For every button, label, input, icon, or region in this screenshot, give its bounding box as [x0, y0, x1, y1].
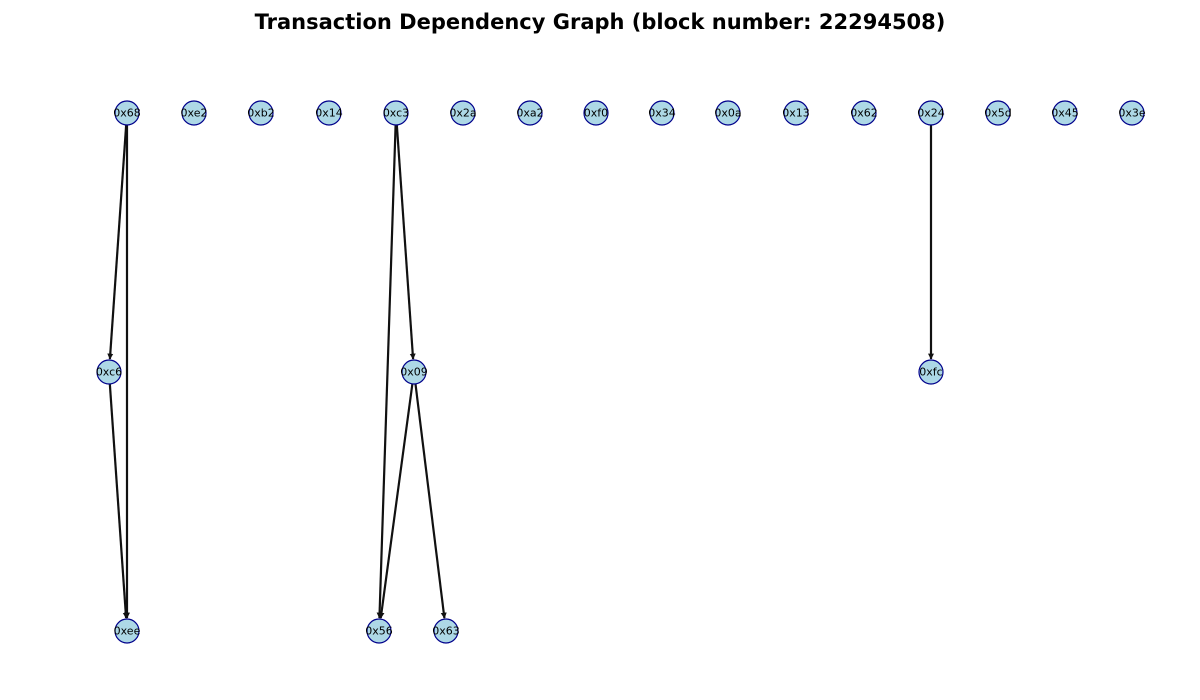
- node-circle[interactable]: [517, 100, 543, 126]
- edge-0x09-to-0x56: [378, 383, 414, 619]
- node-label: 0x34: [648, 107, 676, 120]
- node-label: 0x62: [850, 107, 878, 120]
- node-label: 0xf0: [584, 107, 608, 120]
- node-circle[interactable]: [383, 100, 409, 126]
- node-0x62[interactable]: 0x62: [850, 100, 878, 126]
- node-label: 0xfc: [919, 366, 942, 379]
- node-circle[interactable]: [715, 100, 741, 126]
- node-label: 0xc3: [383, 107, 409, 120]
- node-0x13[interactable]: 0x13: [782, 100, 810, 126]
- node-circle[interactable]: [181, 100, 207, 126]
- node-label: 0xee: [114, 625, 141, 638]
- node-circle[interactable]: [366, 618, 392, 644]
- node-circle[interactable]: [248, 100, 274, 126]
- node-circle[interactable]: [96, 359, 122, 385]
- node-0x0a[interactable]: 0x0a: [714, 100, 742, 126]
- nodes-layer: 0x68 0xe2 0xb2 0x14 0xc3 0x2a 0xa2 0xf0 0x34 0x0a…: [96, 100, 1146, 644]
- node-0xfc[interactable]: 0xfc: [918, 359, 944, 385]
- node-0x2a[interactable]: 0x2a: [449, 100, 477, 126]
- node-label: 0x24: [917, 107, 945, 120]
- node-circle[interactable]: [433, 618, 459, 644]
- node-circle[interactable]: [851, 100, 877, 126]
- node-label: 0x45: [1051, 107, 1079, 120]
- node-label: 0x68: [113, 107, 141, 120]
- node-label: 0x3e: [1118, 107, 1146, 120]
- node-label: 0x14: [315, 107, 343, 120]
- node-0x09[interactable]: 0x09: [400, 359, 428, 385]
- node-circle[interactable]: [783, 100, 809, 126]
- node-0xee[interactable]: 0xee: [114, 618, 141, 644]
- node-circle[interactable]: [1119, 100, 1145, 126]
- node-label: 0x0a: [714, 107, 741, 120]
- node-0x34[interactable]: 0x34: [648, 100, 676, 126]
- node-0x14[interactable]: 0x14: [315, 100, 343, 126]
- node-circle[interactable]: [649, 100, 675, 126]
- edge-0xc3-to-0x09: [395, 124, 416, 360]
- node-circle[interactable]: [450, 100, 476, 126]
- node-label: 0x5d: [984, 107, 1012, 120]
- node-0x24[interactable]: 0x24: [917, 100, 945, 126]
- node-label: 0xc6: [96, 366, 122, 379]
- graph-title: Transaction Dependency Graph (block numb…: [254, 10, 946, 34]
- edge-0xc6-to-0xee: [108, 383, 129, 619]
- node-label: 0xb2: [247, 107, 275, 120]
- node-circle[interactable]: [918, 359, 944, 385]
- node-label: 0xe2: [181, 107, 208, 120]
- node-label: 0x2a: [449, 107, 476, 120]
- node-0xb2[interactable]: 0xb2: [247, 100, 275, 126]
- node-circle[interactable]: [985, 100, 1011, 126]
- node-circle[interactable]: [918, 100, 944, 126]
- node-0x45[interactable]: 0x45: [1051, 100, 1079, 126]
- node-label: 0x09: [400, 366, 428, 379]
- node-0x3e[interactable]: 0x3e: [1118, 100, 1146, 126]
- node-0xe2[interactable]: 0xe2: [181, 100, 208, 126]
- node-0x63[interactable]: 0x63: [432, 618, 460, 644]
- node-0xf0[interactable]: 0xf0: [583, 100, 609, 126]
- edge-0x68-to-0xc6: [107, 124, 128, 360]
- node-circle[interactable]: [114, 618, 140, 644]
- node-0xc6[interactable]: 0xc6: [96, 359, 122, 385]
- node-circle[interactable]: [316, 100, 342, 126]
- node-label: 0xa2: [516, 107, 543, 120]
- edges-layer: [107, 124, 934, 619]
- edge-0x09-to-0x63: [414, 383, 447, 619]
- node-0x68[interactable]: 0x68: [113, 100, 141, 126]
- node-0xc3[interactable]: 0xc3: [383, 100, 409, 126]
- node-label: 0x13: [782, 107, 810, 120]
- node-circle[interactable]: [401, 359, 427, 385]
- node-label: 0x63: [432, 625, 460, 638]
- node-0x56[interactable]: 0x56: [365, 618, 393, 644]
- node-circle[interactable]: [583, 100, 609, 126]
- node-0xa2[interactable]: 0xa2: [516, 100, 544, 126]
- node-circle[interactable]: [114, 100, 140, 126]
- node-0x5d[interactable]: 0x5d: [984, 100, 1012, 126]
- node-label: 0x56: [365, 625, 393, 638]
- edge-0xc3-to-0x56: [376, 124, 397, 619]
- node-circle[interactable]: [1052, 100, 1078, 126]
